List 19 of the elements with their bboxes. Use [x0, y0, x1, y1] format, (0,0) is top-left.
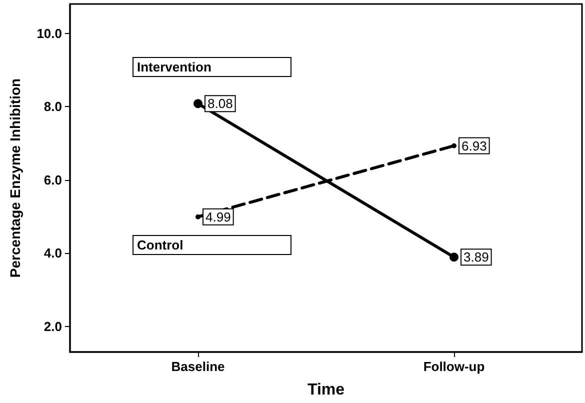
y-tick-label: 4.0 — [44, 246, 62, 261]
point — [452, 143, 456, 148]
x-tick-label: Baseline — [171, 359, 225, 374]
data-label: 3.89 — [464, 250, 489, 265]
data-label: 4.99 — [206, 209, 231, 224]
x-axis-title: Time — [307, 382, 345, 398]
series-label: Control — [137, 238, 184, 252]
data-label: 6.93 — [462, 138, 487, 154]
y-tick-label: 2.0 — [44, 318, 62, 334]
point — [196, 214, 200, 220]
point — [194, 99, 202, 108]
y-tick-label: 10.0 — [36, 26, 62, 41]
y-tick-label: 8.0 — [44, 99, 62, 114]
y-tick-label: 6.0 — [44, 172, 62, 188]
x-tick-label: Follow-up — [423, 359, 485, 374]
text: Intervention — [137, 60, 212, 74]
data-label: 8.08 — [208, 96, 233, 112]
point — [450, 252, 458, 262]
y-axis-title: Percentage Enzyme Inhibition — [7, 78, 23, 278]
